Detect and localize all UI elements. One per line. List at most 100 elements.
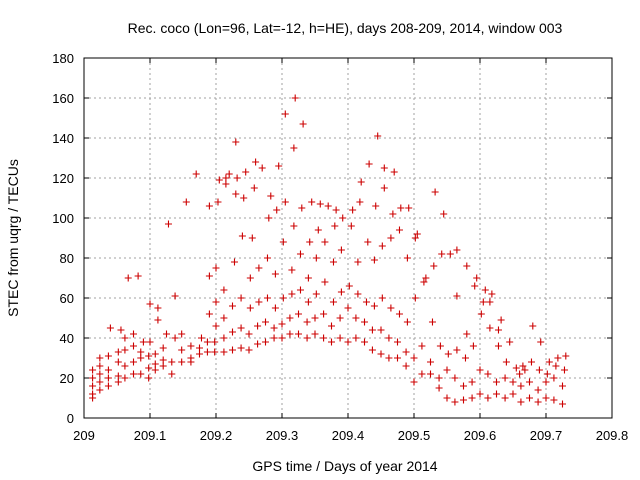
data-point bbox=[411, 294, 419, 302]
data-point bbox=[385, 354, 393, 362]
data-point bbox=[96, 362, 104, 370]
data-point bbox=[314, 226, 322, 234]
data-point bbox=[385, 334, 393, 342]
data-point bbox=[246, 304, 254, 312]
data-point bbox=[370, 302, 378, 310]
data-point bbox=[347, 222, 355, 230]
data-point bbox=[380, 184, 388, 192]
data-point bbox=[215, 176, 223, 184]
y-tick-label: 0 bbox=[67, 411, 74, 426]
data-point bbox=[372, 202, 380, 210]
data-point bbox=[89, 366, 97, 374]
data-point bbox=[237, 324, 245, 332]
data-point bbox=[255, 264, 263, 272]
data-point bbox=[460, 396, 467, 404]
data-point bbox=[187, 354, 195, 362]
x-tick-label: 209.2 bbox=[200, 428, 233, 443]
data-point bbox=[303, 318, 311, 326]
data-point bbox=[205, 272, 213, 280]
data-point bbox=[349, 206, 357, 214]
data-point bbox=[328, 322, 335, 330]
data-point bbox=[121, 346, 129, 354]
data-point bbox=[258, 164, 266, 172]
data-point bbox=[246, 274, 254, 282]
data-point bbox=[229, 346, 236, 354]
data-point bbox=[339, 214, 347, 222]
data-point bbox=[438, 250, 446, 258]
data-point bbox=[214, 198, 222, 206]
data-point bbox=[114, 348, 122, 356]
data-point bbox=[469, 342, 477, 350]
data-point bbox=[262, 318, 269, 326]
data-point bbox=[159, 344, 167, 352]
y-tick-label: 20 bbox=[60, 371, 74, 386]
data-point bbox=[281, 198, 289, 206]
data-point bbox=[468, 394, 476, 402]
data-point bbox=[275, 162, 283, 170]
data-point bbox=[324, 202, 332, 210]
data-point bbox=[550, 396, 558, 404]
x-tick-label: 209.1 bbox=[134, 428, 167, 443]
x-tick-label: 209.7 bbox=[530, 428, 563, 443]
data-point bbox=[238, 232, 246, 240]
data-point bbox=[476, 366, 484, 374]
data-point bbox=[267, 192, 275, 200]
data-point bbox=[545, 358, 553, 366]
data-point bbox=[145, 374, 153, 382]
data-point bbox=[428, 318, 436, 326]
data-point bbox=[222, 180, 230, 188]
data-point bbox=[329, 298, 337, 306]
data-point bbox=[493, 378, 500, 386]
y-tick-label: 80 bbox=[60, 251, 74, 266]
data-point bbox=[278, 334, 286, 342]
data-point bbox=[89, 390, 97, 398]
data-point bbox=[271, 304, 279, 312]
data-point bbox=[245, 346, 253, 354]
x-axis-tick-labels: 209 209.1 209.2 209.3 209.4 209.5 209.6 209.7 20… bbox=[73, 428, 628, 443]
data-point bbox=[328, 338, 335, 346]
data-point bbox=[163, 330, 170, 338]
data-point bbox=[559, 400, 566, 408]
x-tick-label: 209.5 bbox=[398, 428, 431, 443]
data-point bbox=[273, 206, 281, 214]
data-point bbox=[254, 322, 262, 330]
data-point bbox=[151, 350, 159, 358]
data-point bbox=[137, 370, 145, 378]
data-point bbox=[130, 358, 137, 366]
data-point bbox=[212, 322, 220, 330]
data-point bbox=[427, 358, 434, 366]
data-point bbox=[443, 366, 451, 374]
data-point bbox=[271, 270, 279, 278]
data-point bbox=[534, 386, 542, 394]
data-point bbox=[484, 370, 492, 378]
data-point bbox=[397, 204, 405, 212]
data-point bbox=[543, 370, 551, 378]
data-point bbox=[463, 330, 471, 338]
data-point bbox=[114, 378, 122, 386]
data-point bbox=[410, 378, 418, 386]
data-point bbox=[374, 132, 382, 140]
data-point bbox=[370, 256, 378, 264]
data-point bbox=[290, 144, 298, 152]
data-point bbox=[354, 258, 362, 266]
data-point bbox=[345, 282, 353, 290]
data-point bbox=[380, 164, 388, 172]
data-point bbox=[178, 358, 186, 366]
data-point bbox=[331, 222, 339, 230]
data-point bbox=[205, 310, 213, 318]
data-point bbox=[211, 338, 219, 346]
data-point bbox=[263, 294, 271, 302]
data-point bbox=[288, 266, 296, 274]
data-point bbox=[365, 160, 373, 168]
data-point bbox=[336, 334, 344, 342]
data-point bbox=[484, 394, 492, 402]
data-point bbox=[263, 254, 271, 262]
data-point bbox=[329, 258, 337, 266]
data-point bbox=[552, 362, 560, 370]
data-point bbox=[296, 250, 304, 258]
data-point bbox=[320, 310, 328, 318]
data-point bbox=[403, 318, 411, 326]
data-point bbox=[220, 334, 228, 342]
data-point bbox=[479, 298, 487, 306]
